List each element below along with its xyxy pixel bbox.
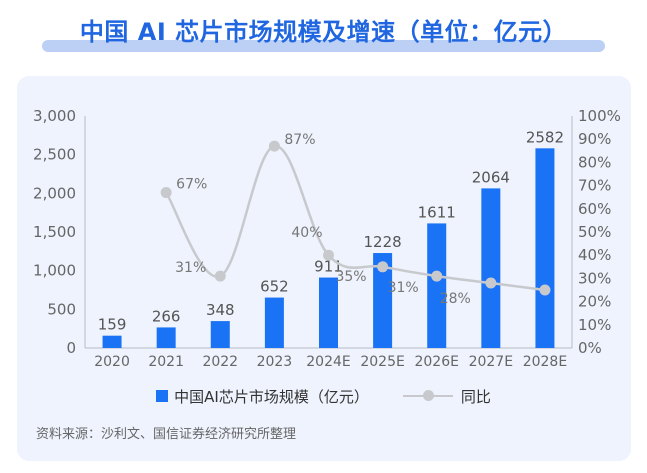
legend-swatch-line — [402, 390, 453, 402]
chart-title: 中国 AI 芯片市场规模及增速（单位：亿元） — [79, 18, 568, 46]
x-tick-label: 2024E — [306, 354, 350, 370]
growth-label: 31% — [388, 280, 419, 296]
growth-label: 31% — [175, 260, 206, 276]
legend-label-line: 同比 — [460, 387, 491, 406]
title-underline — [42, 40, 605, 52]
growth-point — [323, 249, 334, 261]
right-tick-label: 40% — [578, 246, 611, 264]
x-tick-label: 2027E — [469, 354, 513, 370]
bar-value-label: 2064 — [472, 168, 510, 186]
right-tick-label: 20% — [578, 293, 611, 311]
right-tick-label: 0% — [578, 339, 602, 357]
legend-item-bar: 中国AI芯片市场规模（亿元） — [156, 386, 369, 407]
growth-point — [377, 261, 389, 273]
bar — [156, 327, 176, 348]
bar — [319, 277, 338, 348]
bar-value-label: 1611 — [418, 203, 456, 221]
bar-value-label: 348 — [206, 301, 235, 319]
source-note: 资料来源：沙利文、国信证券经济研究所整理 — [36, 427, 297, 442]
right-tick-label: 30% — [578, 269, 611, 287]
right-tick-label: 90% — [578, 130, 611, 148]
x-tick-label: 2023 — [257, 354, 293, 370]
growth-label: 40% — [291, 225, 322, 241]
right-tick-label: 100% — [578, 107, 621, 125]
right-tick-label: 60% — [578, 200, 611, 218]
growth-label: 67% — [176, 177, 207, 193]
x-tick-label: 2026E — [414, 354, 458, 370]
x-tick-label: 2028E — [523, 354, 567, 370]
chart-card — [17, 76, 631, 461]
legend: 中国AI芯片市场规模（亿元） 同比 — [0, 384, 647, 408]
bar — [210, 321, 230, 348]
left-tick-label: 1,500 — [33, 223, 76, 241]
growth-point — [539, 284, 551, 296]
growth-label: 35% — [335, 269, 366, 285]
growth-label: 28% — [440, 291, 471, 307]
growth-label: 87% — [284, 132, 315, 148]
x-tick-label: 2025E — [360, 354, 404, 370]
bar-value-label: 2582 — [526, 128, 564, 146]
bar — [427, 223, 447, 348]
bar — [264, 297, 284, 348]
right-tick-label: 70% — [578, 177, 611, 195]
x-tick-label: 2021 — [148, 354, 184, 370]
legend-swatch-bar — [156, 390, 169, 402]
legend-label-bar: 中国AI芯片市场规模（亿元） — [174, 387, 369, 406]
right-tick-label: 10% — [578, 316, 611, 334]
growth-point — [268, 140, 280, 152]
right-tick-label: 50% — [578, 223, 611, 241]
left-tick-label: 500 — [47, 300, 76, 318]
growth-point — [485, 277, 497, 289]
bar — [535, 148, 555, 348]
left-tick-label: 2,000 — [33, 184, 76, 202]
bar-value-label: 159 — [98, 316, 127, 334]
left-tick-label: 1,000 — [33, 262, 76, 280]
left-tick-label: 0 — [66, 339, 76, 357]
bar-value-label: 652 — [260, 278, 289, 296]
left-tick-label: 2,500 — [33, 146, 76, 164]
growth-point — [431, 270, 443, 282]
x-tick-label: 2020 — [94, 354, 130, 370]
bar — [481, 188, 501, 348]
bar — [102, 335, 122, 348]
bar — [373, 253, 393, 348]
title-area: 中国 AI 芯片市场规模及增速（单位：亿元） — [0, 0, 647, 62]
left-tick-label: 3,000 — [33, 107, 76, 125]
legend-item-line: 同比 — [369, 386, 491, 407]
bar-value-label: 266 — [152, 307, 181, 325]
right-tick-label: 80% — [578, 153, 611, 171]
bar-value-label: 1228 — [364, 233, 402, 251]
x-tick-label: 2022 — [202, 354, 238, 370]
growth-point — [160, 187, 172, 199]
growth-point — [214, 270, 226, 282]
